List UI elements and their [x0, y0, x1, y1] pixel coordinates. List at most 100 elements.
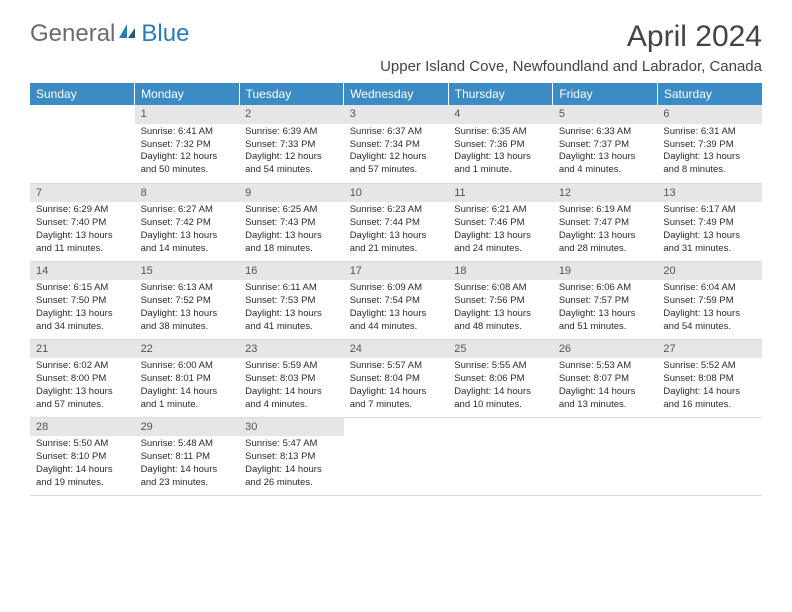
- day-detail-line: and 31 minutes.: [663, 243, 756, 256]
- calendar-day-cell: 26Sunrise: 5:53 AMSunset: 8:07 PMDayligh…: [553, 339, 658, 417]
- calendar-day-cell: 28Sunrise: 5:50 AMSunset: 8:10 PMDayligh…: [30, 417, 135, 495]
- day-detail-line: and 19 minutes.: [36, 477, 129, 490]
- day-details: Sunrise: 6:13 AMSunset: 7:52 PMDaylight:…: [135, 282, 240, 337]
- day-detail-line: Sunset: 7:37 PM: [559, 139, 652, 152]
- calendar-day-cell: 23Sunrise: 5:59 AMSunset: 8:03 PMDayligh…: [239, 339, 344, 417]
- day-detail-line: Sunset: 8:03 PM: [245, 373, 338, 386]
- day-detail-line: and 21 minutes.: [350, 243, 443, 256]
- calendar-day-cell: 20Sunrise: 6:04 AMSunset: 7:59 PMDayligh…: [657, 261, 762, 339]
- day-detail-line: Daylight: 13 hours: [454, 151, 547, 164]
- day-detail-line: and 57 minutes.: [350, 164, 443, 177]
- day-details: Sunrise: 5:55 AMSunset: 8:06 PMDaylight:…: [448, 360, 553, 415]
- day-detail-line: Daylight: 13 hours: [36, 386, 129, 399]
- weekday-header: Friday: [553, 83, 658, 105]
- calendar-body: 1Sunrise: 6:41 AMSunset: 7:32 PMDaylight…: [30, 105, 762, 495]
- calendar: SundayMondayTuesdayWednesdayThursdayFrid…: [30, 83, 762, 496]
- day-detail-line: and 1 minute.: [141, 399, 234, 412]
- title-block: April 2024 Upper Island Cove, Newfoundla…: [380, 20, 762, 75]
- day-detail-line: Sunrise: 6:23 AM: [350, 204, 443, 217]
- calendar-day-cell: 18Sunrise: 6:08 AMSunset: 7:56 PMDayligh…: [448, 261, 553, 339]
- day-detail-line: Sunset: 8:04 PM: [350, 373, 443, 386]
- day-number: 23: [239, 340, 344, 359]
- day-details: Sunrise: 6:06 AMSunset: 7:57 PMDaylight:…: [553, 282, 658, 337]
- day-details: Sunrise: 6:21 AMSunset: 7:46 PMDaylight:…: [448, 204, 553, 259]
- day-details: Sunrise: 6:25 AMSunset: 7:43 PMDaylight:…: [239, 204, 344, 259]
- day-details: Sunrise: 5:57 AMSunset: 8:04 PMDaylight:…: [344, 360, 449, 415]
- calendar-header-row: SundayMondayTuesdayWednesdayThursdayFrid…: [30, 83, 762, 105]
- day-detail-line: Sunset: 7:36 PM: [454, 139, 547, 152]
- day-detail-line: Sunset: 8:11 PM: [141, 451, 234, 464]
- calendar-day-cell: [30, 105, 135, 183]
- day-detail-line: Sunrise: 6:02 AM: [36, 360, 129, 373]
- day-detail-line: Daylight: 14 hours: [454, 386, 547, 399]
- day-detail-line: Sunset: 7:49 PM: [663, 217, 756, 230]
- day-detail-line: and 41 minutes.: [245, 321, 338, 334]
- day-detail-line: Sunrise: 6:11 AM: [245, 282, 338, 295]
- day-number: 30: [239, 418, 344, 437]
- day-detail-line: Sunset: 7:42 PM: [141, 217, 234, 230]
- day-detail-line: Sunrise: 5:55 AM: [454, 360, 547, 373]
- day-number: 7: [30, 184, 135, 203]
- day-detail-line: and 18 minutes.: [245, 243, 338, 256]
- day-detail-line: Sunset: 7:52 PM: [141, 295, 234, 308]
- day-number: 4: [448, 105, 553, 124]
- day-number: 6: [657, 105, 762, 124]
- day-details: Sunrise: 6:35 AMSunset: 7:36 PMDaylight:…: [448, 126, 553, 181]
- day-detail-line: Sunset: 7:50 PM: [36, 295, 129, 308]
- calendar-day-cell: 7Sunrise: 6:29 AMSunset: 7:40 PMDaylight…: [30, 183, 135, 261]
- day-detail-line: Daylight: 13 hours: [245, 230, 338, 243]
- day-details: [448, 438, 553, 442]
- day-details: Sunrise: 6:41 AMSunset: 7:32 PMDaylight:…: [135, 126, 240, 181]
- day-detail-line: Daylight: 13 hours: [663, 230, 756, 243]
- day-detail-line: Daylight: 13 hours: [141, 308, 234, 321]
- calendar-day-cell: [553, 417, 658, 495]
- day-detail-line: and 11 minutes.: [36, 243, 129, 256]
- weekday-header: Monday: [135, 83, 240, 105]
- day-detail-line: Daylight: 13 hours: [141, 230, 234, 243]
- day-detail-line: and 38 minutes.: [141, 321, 234, 334]
- day-detail-line: and 48 minutes.: [454, 321, 547, 334]
- calendar-day-cell: 12Sunrise: 6:19 AMSunset: 7:47 PMDayligh…: [553, 183, 658, 261]
- day-details: Sunrise: 6:27 AMSunset: 7:42 PMDaylight:…: [135, 204, 240, 259]
- weekday-header: Wednesday: [344, 83, 449, 105]
- day-detail-line: Sunset: 7:34 PM: [350, 139, 443, 152]
- day-detail-line: Sunrise: 5:50 AM: [36, 438, 129, 451]
- day-details: Sunrise: 5:47 AMSunset: 8:13 PMDaylight:…: [239, 438, 344, 493]
- day-detail-line: Sunset: 8:06 PM: [454, 373, 547, 386]
- calendar-day-cell: 16Sunrise: 6:11 AMSunset: 7:53 PMDayligh…: [239, 261, 344, 339]
- day-details: Sunrise: 6:15 AMSunset: 7:50 PMDaylight:…: [30, 282, 135, 337]
- day-number: 9: [239, 184, 344, 203]
- day-details: [657, 438, 762, 442]
- day-detail-line: Sunset: 7:44 PM: [350, 217, 443, 230]
- day-detail-line: Sunrise: 6:25 AM: [245, 204, 338, 217]
- day-detail-line: Sunrise: 6:06 AM: [559, 282, 652, 295]
- day-details: Sunrise: 6:37 AMSunset: 7:34 PMDaylight:…: [344, 126, 449, 181]
- day-detail-line: Sunset: 7:43 PM: [245, 217, 338, 230]
- day-detail-line: and 8 minutes.: [663, 164, 756, 177]
- day-detail-line: Sunset: 7:40 PM: [36, 217, 129, 230]
- day-detail-line: Sunset: 7:53 PM: [245, 295, 338, 308]
- day-details: Sunrise: 6:23 AMSunset: 7:44 PMDaylight:…: [344, 204, 449, 259]
- day-number: 13: [657, 184, 762, 203]
- day-number: 22: [135, 340, 240, 359]
- calendar-day-cell: 5Sunrise: 6:33 AMSunset: 7:37 PMDaylight…: [553, 105, 658, 183]
- day-detail-line: and 54 minutes.: [245, 164, 338, 177]
- day-detail-line: Daylight: 14 hours: [350, 386, 443, 399]
- day-detail-line: Sunrise: 6:39 AM: [245, 126, 338, 139]
- day-detail-line: and 50 minutes.: [141, 164, 234, 177]
- calendar-day-cell: 10Sunrise: 6:23 AMSunset: 7:44 PMDayligh…: [344, 183, 449, 261]
- day-detail-line: Sunset: 8:00 PM: [36, 373, 129, 386]
- day-number: 17: [344, 262, 449, 281]
- day-number: 24: [344, 340, 449, 359]
- day-detail-line: and 16 minutes.: [663, 399, 756, 412]
- day-detail-line: Daylight: 12 hours: [141, 151, 234, 164]
- day-detail-line: Sunrise: 6:31 AM: [663, 126, 756, 139]
- day-details: Sunrise: 6:17 AMSunset: 7:49 PMDaylight:…: [657, 204, 762, 259]
- calendar-day-cell: 17Sunrise: 6:09 AMSunset: 7:54 PMDayligh…: [344, 261, 449, 339]
- day-details: Sunrise: 6:29 AMSunset: 7:40 PMDaylight:…: [30, 204, 135, 259]
- day-details: Sunrise: 6:04 AMSunset: 7:59 PMDaylight:…: [657, 282, 762, 337]
- sail-icon: [117, 22, 139, 47]
- day-detail-line: Daylight: 12 hours: [350, 151, 443, 164]
- calendar-day-cell: 14Sunrise: 6:15 AMSunset: 7:50 PMDayligh…: [30, 261, 135, 339]
- day-detail-line: Sunset: 7:47 PM: [559, 217, 652, 230]
